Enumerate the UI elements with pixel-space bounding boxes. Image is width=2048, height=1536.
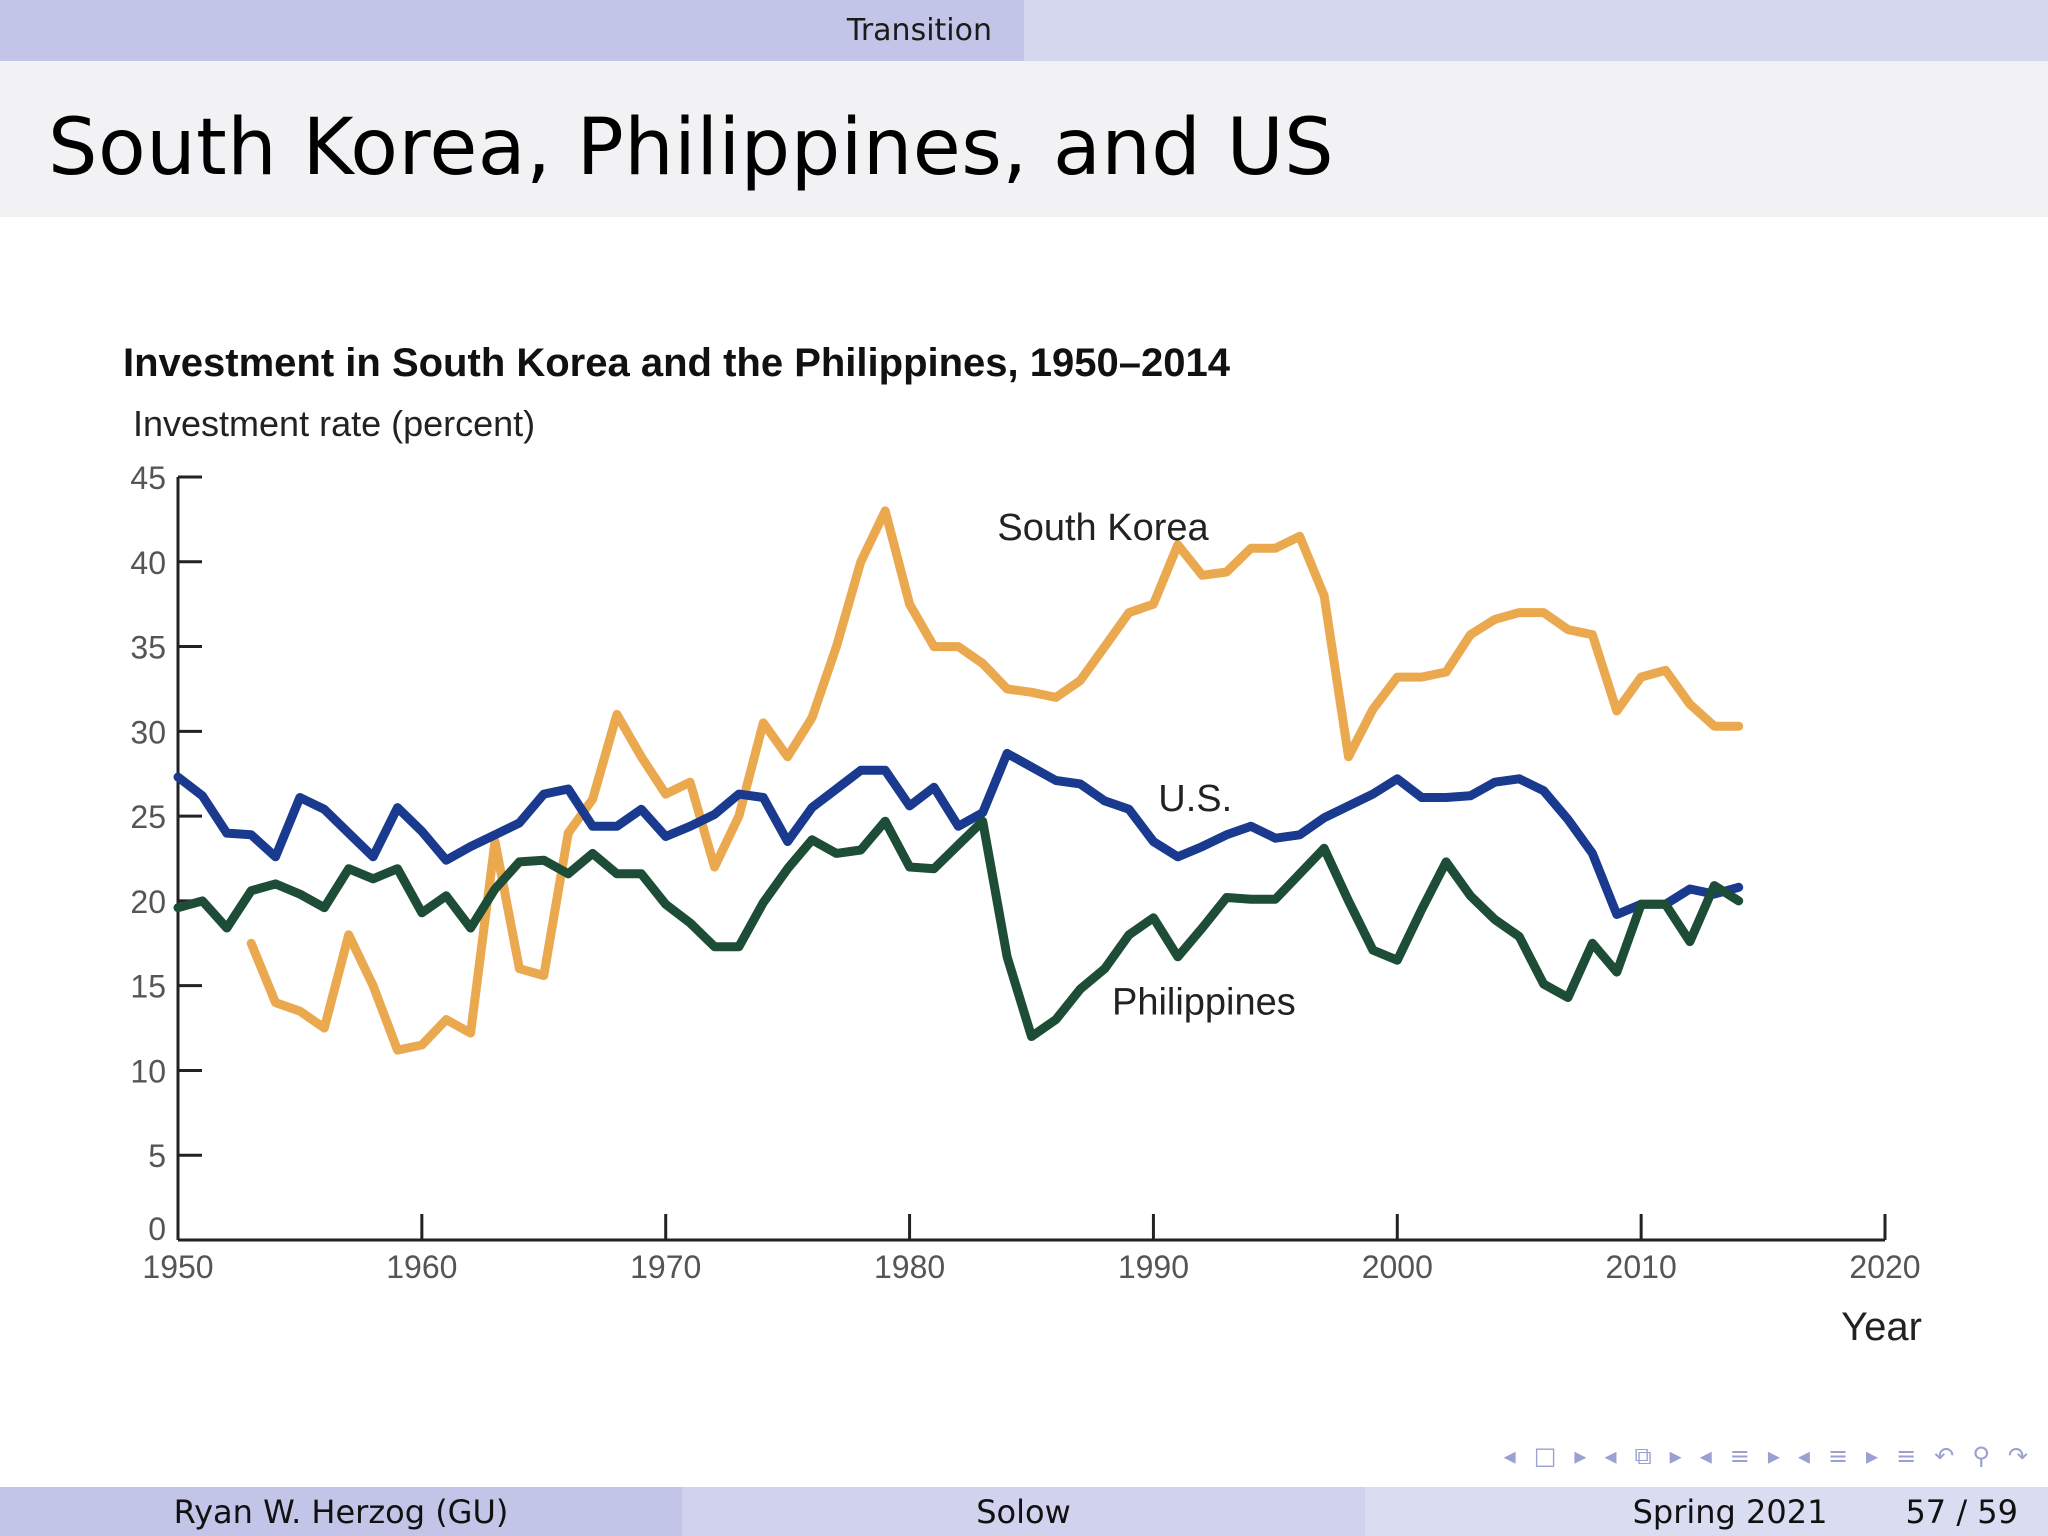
investment-line-chart: Investment in South Korea and the Philip… xyxy=(123,341,1922,1349)
next-frame-icon[interactable]: ▸ xyxy=(1574,1442,1587,1470)
y-tick-label: 45 xyxy=(130,460,166,496)
series-label-u-s: U.S. xyxy=(1158,778,1232,820)
page-title: South Korea, Philippines, and US xyxy=(48,103,1335,193)
next-section-icon[interactable]: ▸ xyxy=(1767,1442,1780,1470)
prev-subsection-icon[interactable]: ◂ xyxy=(1604,1442,1617,1470)
document-icon[interactable]: ≡ xyxy=(1896,1442,1917,1470)
next-subsection-icon[interactable]: ▸ xyxy=(1669,1442,1682,1470)
prev-frame-icon[interactable]: ◂ xyxy=(1503,1442,1516,1470)
prev-section-icon[interactable]: ◂ xyxy=(1699,1442,1712,1470)
y-tick-label: 40 xyxy=(130,545,166,581)
title-bar: South Korea, Philippines, and US xyxy=(0,61,2048,217)
x-tick-label: 1980 xyxy=(874,1249,945,1285)
series-label-south-korea: South Korea xyxy=(997,507,1209,549)
y-tick-label: 20 xyxy=(130,884,166,920)
footer: Ryan W. Herzog (GU) Solow Spring 2021 57… xyxy=(0,1487,2048,1536)
series-line-philippines xyxy=(173,816,1744,1041)
series-line-south-korea xyxy=(246,506,1744,1055)
prev-slide-icon[interactable]: ◂ xyxy=(1797,1442,1810,1470)
x-tick-label: 2020 xyxy=(1849,1249,1920,1285)
y-tick-label: 15 xyxy=(130,969,166,1005)
slide-icon[interactable]: ≡ xyxy=(1827,1442,1849,1470)
x-tick-label: 1970 xyxy=(630,1249,701,1285)
next-slide-icon[interactable]: ▸ xyxy=(1866,1442,1879,1470)
y-tick-label: 5 xyxy=(148,1138,166,1174)
x-tick-label: 1990 xyxy=(1118,1249,1189,1285)
x-axis-label: Year xyxy=(1841,1305,1922,1349)
subsection-icon[interactable]: ⧉ xyxy=(1634,1442,1652,1470)
current-section-label[interactable]: Transition xyxy=(0,0,1024,61)
x-tick-label: 2010 xyxy=(1606,1249,1677,1285)
chart-title: Investment in South Korea and the Philip… xyxy=(123,341,1231,385)
page-counter: 57 / 59 xyxy=(1905,1492,2018,1531)
series-label-philippines: Philippines xyxy=(1112,982,1296,1024)
footer-topic: Solow xyxy=(682,1487,1365,1536)
y-tick-label: 25 xyxy=(130,799,166,835)
y-axis-label: Investment rate (percent) xyxy=(133,403,535,444)
beamer-navigation: ◂ □ ▸ ◂ ⧉ ▸ ◂ ≡ ▸ ◂ ≡ ▸ ≡ ↶ ⚲ ↷ xyxy=(1504,1438,2028,1474)
footer-author: Ryan W. Herzog (GU) xyxy=(0,1487,682,1536)
search-icon[interactable]: ⚲ xyxy=(1972,1442,1990,1470)
x-tick-label: 1960 xyxy=(386,1249,457,1285)
forward-icon[interactable]: ↷ xyxy=(2007,1442,2028,1470)
footer-term: Spring 2021 xyxy=(1632,1492,1828,1531)
x-tick-label: 2000 xyxy=(1362,1249,1433,1285)
footer-right: Spring 2021 57 / 59 xyxy=(1365,1487,2048,1536)
y-tick-label: 0 xyxy=(148,1211,166,1247)
section-icon[interactable]: ≡ xyxy=(1729,1442,1750,1470)
y-tick-label: 35 xyxy=(130,630,166,666)
section-bar: Transition xyxy=(0,0,2048,61)
back-icon[interactable]: ↶ xyxy=(1934,1442,1955,1470)
frame-icon[interactable]: □ xyxy=(1533,1442,1557,1470)
series-line-u-s xyxy=(173,748,1744,919)
y-tick-label: 30 xyxy=(130,714,166,750)
y-tick-label: 10 xyxy=(130,1053,166,1089)
x-tick-label: 1950 xyxy=(142,1249,213,1285)
